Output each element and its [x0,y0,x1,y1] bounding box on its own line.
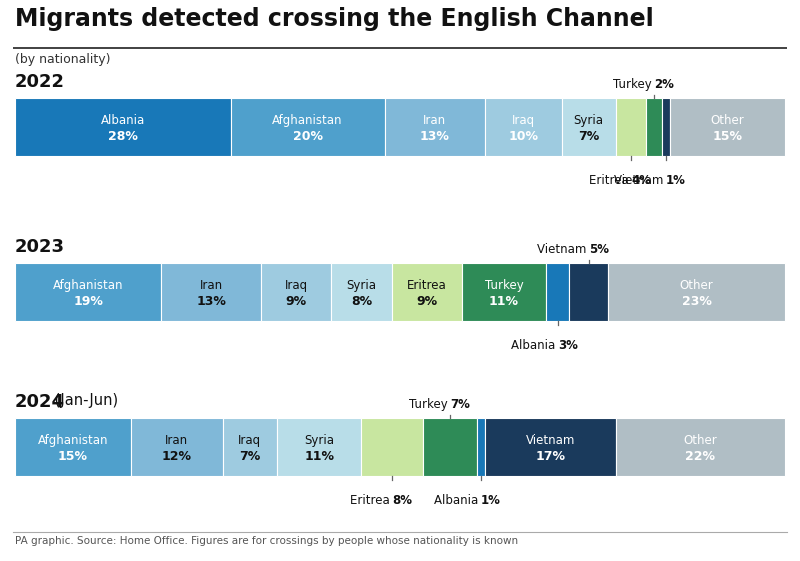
Text: 5%: 5% [589,243,609,256]
Text: 3%: 3% [558,339,578,352]
Bar [616,98,646,156]
Bar [362,418,423,476]
Text: Albania: Albania [101,113,145,126]
Text: 17%: 17% [535,449,565,462]
Text: Eritrea: Eritrea [407,278,447,292]
Text: Albania: Albania [434,494,481,507]
Bar [646,98,662,156]
Bar [15,98,230,156]
Text: 11%: 11% [304,449,334,462]
Text: (by nationality): (by nationality) [15,53,110,66]
Text: 23%: 23% [682,295,711,307]
Text: Syria: Syria [304,434,334,447]
Text: 7%: 7% [450,398,470,411]
Text: Other: Other [683,434,717,447]
Text: Vietnam: Vietnam [614,174,666,187]
Text: 10%: 10% [508,130,538,142]
Bar [616,418,785,476]
Text: Iran: Iran [423,113,446,126]
Bar [485,418,616,476]
Text: Vietnam: Vietnam [537,243,589,256]
Text: Turkey: Turkey [409,398,450,411]
Text: Iraq: Iraq [512,113,534,126]
Text: Afghanistan: Afghanistan [38,434,108,447]
Text: Other: Other [679,278,714,292]
Bar [392,263,462,321]
Text: Other: Other [710,113,744,126]
Text: Iran: Iran [165,434,188,447]
Text: 8%: 8% [351,295,372,307]
Text: 2024: 2024 [15,393,65,411]
Text: Turkey: Turkey [613,78,654,91]
Bar [385,98,485,156]
Text: PA graphic. Source: Home Office. Figures are for crossings by people whose natio: PA graphic. Source: Home Office. Figures… [15,536,518,546]
Text: 13%: 13% [197,295,226,307]
Text: 12%: 12% [162,449,192,462]
Text: 4%: 4% [631,174,651,187]
Text: Iran: Iran [200,278,223,292]
Bar [223,418,277,476]
Text: Turkey: Turkey [485,278,523,292]
Text: 7%: 7% [239,449,261,462]
Text: 11%: 11% [489,295,519,307]
Text: 28%: 28% [108,130,138,142]
Bar [277,418,362,476]
Bar [423,418,477,476]
Text: 2%: 2% [654,78,674,91]
Bar [15,418,130,476]
Text: 8%: 8% [392,494,412,507]
Text: Iraq: Iraq [238,434,262,447]
Bar [262,263,330,321]
Bar [662,98,670,156]
Text: 2022: 2022 [15,73,65,91]
Bar [230,98,385,156]
Text: 2023: 2023 [15,238,65,256]
Bar [15,263,162,321]
Bar [462,263,546,321]
Text: Afghanistan: Afghanistan [272,113,343,126]
Text: Albania: Albania [511,339,558,352]
Bar [330,263,392,321]
Text: 1%: 1% [666,174,686,187]
Text: 7%: 7% [578,130,599,142]
Text: 9%: 9% [416,295,438,307]
Bar [570,263,608,321]
Text: 13%: 13% [420,130,450,142]
Text: 20%: 20% [293,130,322,142]
Text: Afghanistan: Afghanistan [53,278,123,292]
Text: 9%: 9% [286,295,306,307]
Text: Eritrea: Eritrea [350,494,392,507]
Bar [546,263,570,321]
Text: 22%: 22% [686,449,715,462]
Text: 15%: 15% [58,449,88,462]
Text: Migrants detected crossing the English Channel: Migrants detected crossing the English C… [15,7,654,31]
Text: Eritrea: Eritrea [589,174,631,187]
Bar [485,98,562,156]
Bar [162,263,262,321]
Bar [130,418,223,476]
Text: 1%: 1% [481,494,501,507]
Text: Syria: Syria [574,113,604,126]
Text: 19%: 19% [74,295,103,307]
Bar [562,98,616,156]
Bar [477,418,485,476]
Text: Iraq: Iraq [285,278,308,292]
Bar [670,98,785,156]
Text: Syria: Syria [346,278,377,292]
Bar [608,263,785,321]
Text: (Jan-Jun): (Jan-Jun) [50,393,118,408]
Text: Vietnam: Vietnam [526,434,575,447]
Text: 15%: 15% [712,130,742,142]
